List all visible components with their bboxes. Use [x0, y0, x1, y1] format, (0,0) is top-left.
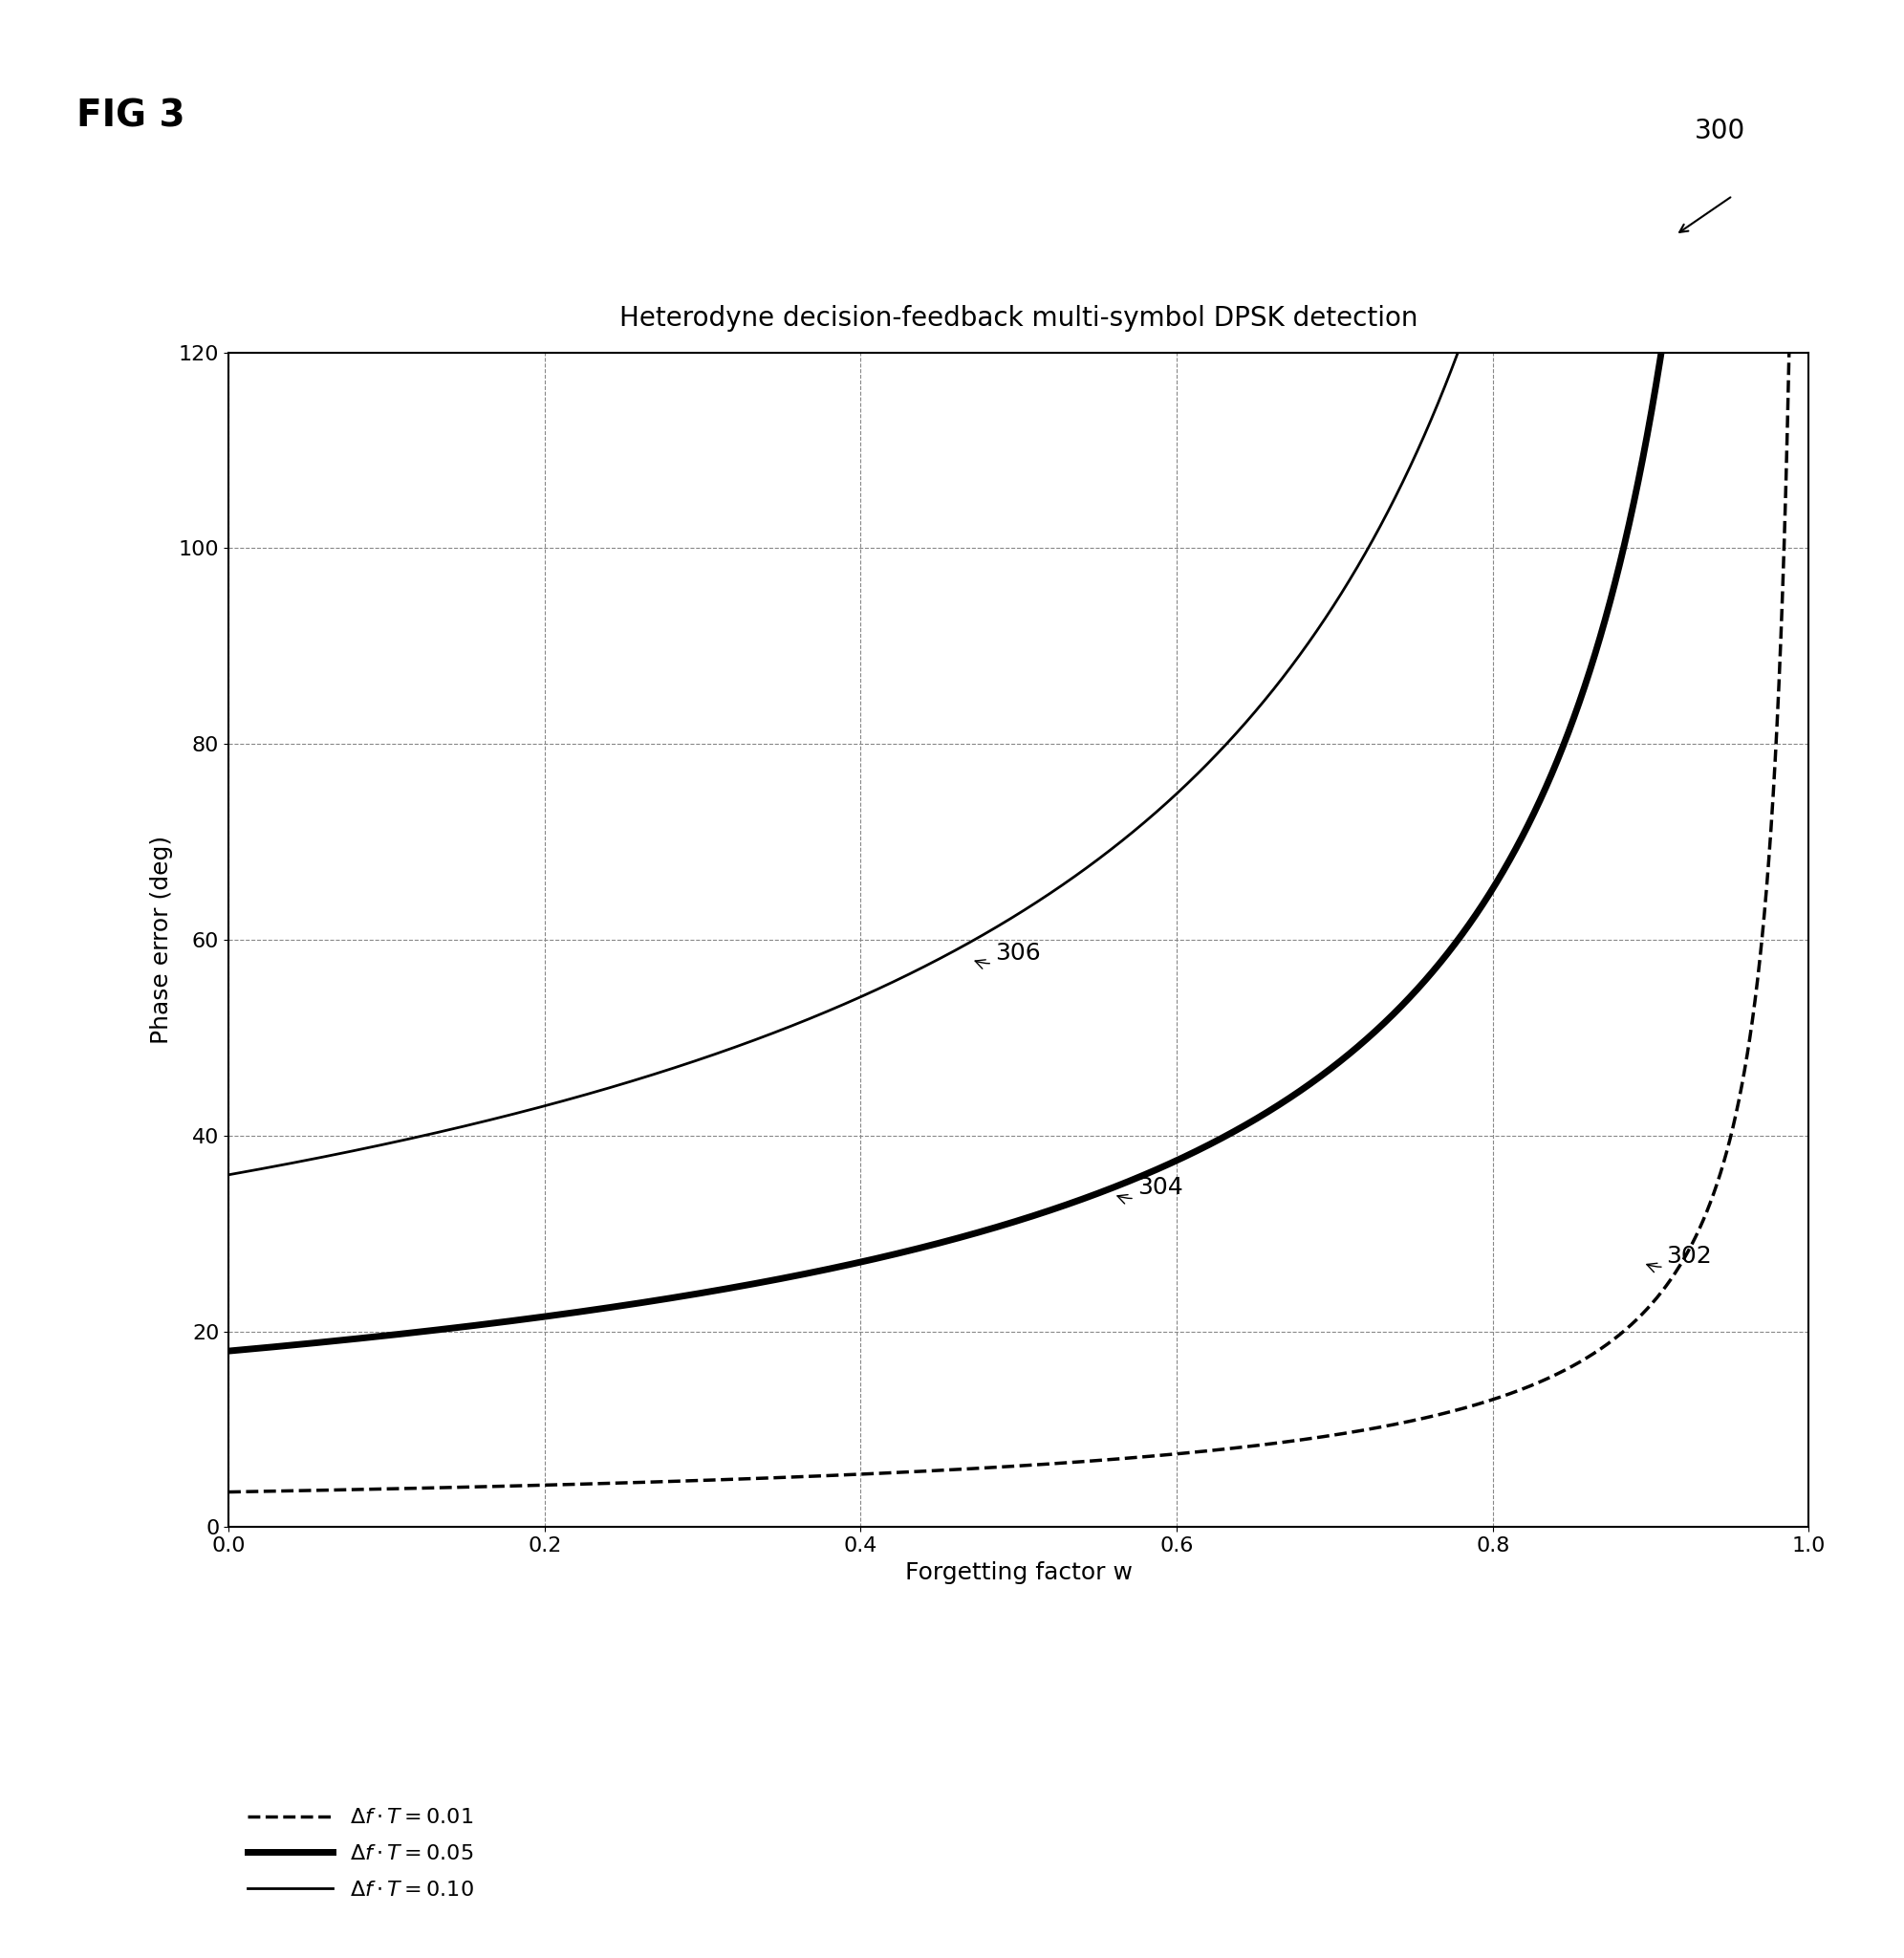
Text: 300: 300 [1695, 117, 1746, 145]
Text: 306: 306 [975, 942, 1041, 969]
X-axis label: Forgetting factor w: Forgetting factor w [904, 1561, 1133, 1584]
Text: 302: 302 [1647, 1245, 1712, 1273]
Text: FIG 3: FIG 3 [76, 98, 185, 135]
Y-axis label: Phase error (deg): Phase error (deg) [150, 836, 173, 1044]
Text: 304: 304 [1118, 1177, 1182, 1204]
Legend: $\Delta f \cdot T = 0.01$, $\Delta f \cdot T = 0.05$, $\Delta f \cdot T = 0.10$: $\Delta f \cdot T = 0.01$, $\Delta f \cd… [240, 1799, 482, 1909]
Title: Heterodyne decision-feedback multi-symbol DPSK detection: Heterodyne decision-feedback multi-symbo… [619, 305, 1418, 331]
